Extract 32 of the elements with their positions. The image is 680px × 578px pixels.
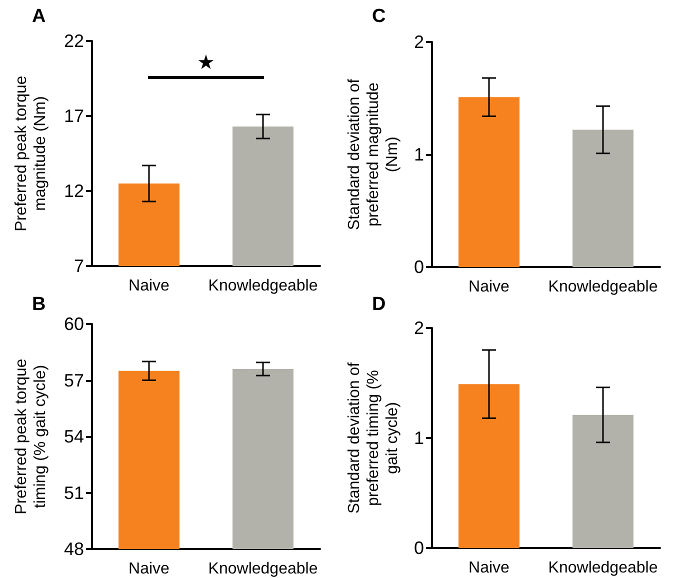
x-tick-label: Knowledgeable — [548, 560, 658, 576]
y-tick-label: 12 — [64, 181, 84, 201]
y-axis-title: Standard deviation of preferred magnitude (Nm) — [346, 78, 401, 230]
y-tick-label: 2 — [414, 32, 424, 52]
x-tick-label: Naive — [468, 278, 510, 296]
y-tick-label: 7 — [74, 256, 84, 276]
y-tick-label: 60 — [64, 314, 84, 334]
y-tick-label: 22 — [64, 31, 84, 51]
y-tick-label: 48 — [64, 539, 84, 559]
y-tick-label: 57 — [64, 370, 84, 390]
y-axis-title: Preferred peak torque timing (% gait cycle) — [13, 358, 49, 514]
y-tick-label: 54 — [64, 426, 84, 446]
y-tick-label: 1 — [414, 428, 424, 448]
x-tick-label: Knowledgeable — [208, 278, 318, 294]
y-tick-label: 1 — [414, 144, 424, 164]
annotation: ★ — [196, 52, 216, 74]
x-tick-label: Naive — [128, 278, 170, 294]
chart-title: C — [372, 6, 386, 27]
y-axis-title: Preferred peak torque magnitude (Nm) — [13, 76, 49, 232]
x-tick-label: Knowledgeable — [208, 560, 318, 578]
y-tick-label: 17 — [64, 106, 84, 126]
x-tick-label: Naive — [128, 560, 170, 578]
y-tick-label: 51 — [64, 482, 84, 503]
y-tick-label: 2 — [414, 318, 424, 338]
y-tick-label: 0 — [414, 538, 424, 558]
y-tick-label: 0 — [414, 257, 424, 277]
chart-title: B — [32, 294, 46, 315]
y-axis-title: Standard deviation of preferred timing (% gait cycle) — [346, 362, 401, 514]
x-tick-label: Knowledgeable — [548, 278, 658, 296]
x-tick-label: Naive — [468, 560, 510, 576]
chart-title: D — [372, 294, 386, 315]
chart-title: A — [32, 6, 46, 27]
